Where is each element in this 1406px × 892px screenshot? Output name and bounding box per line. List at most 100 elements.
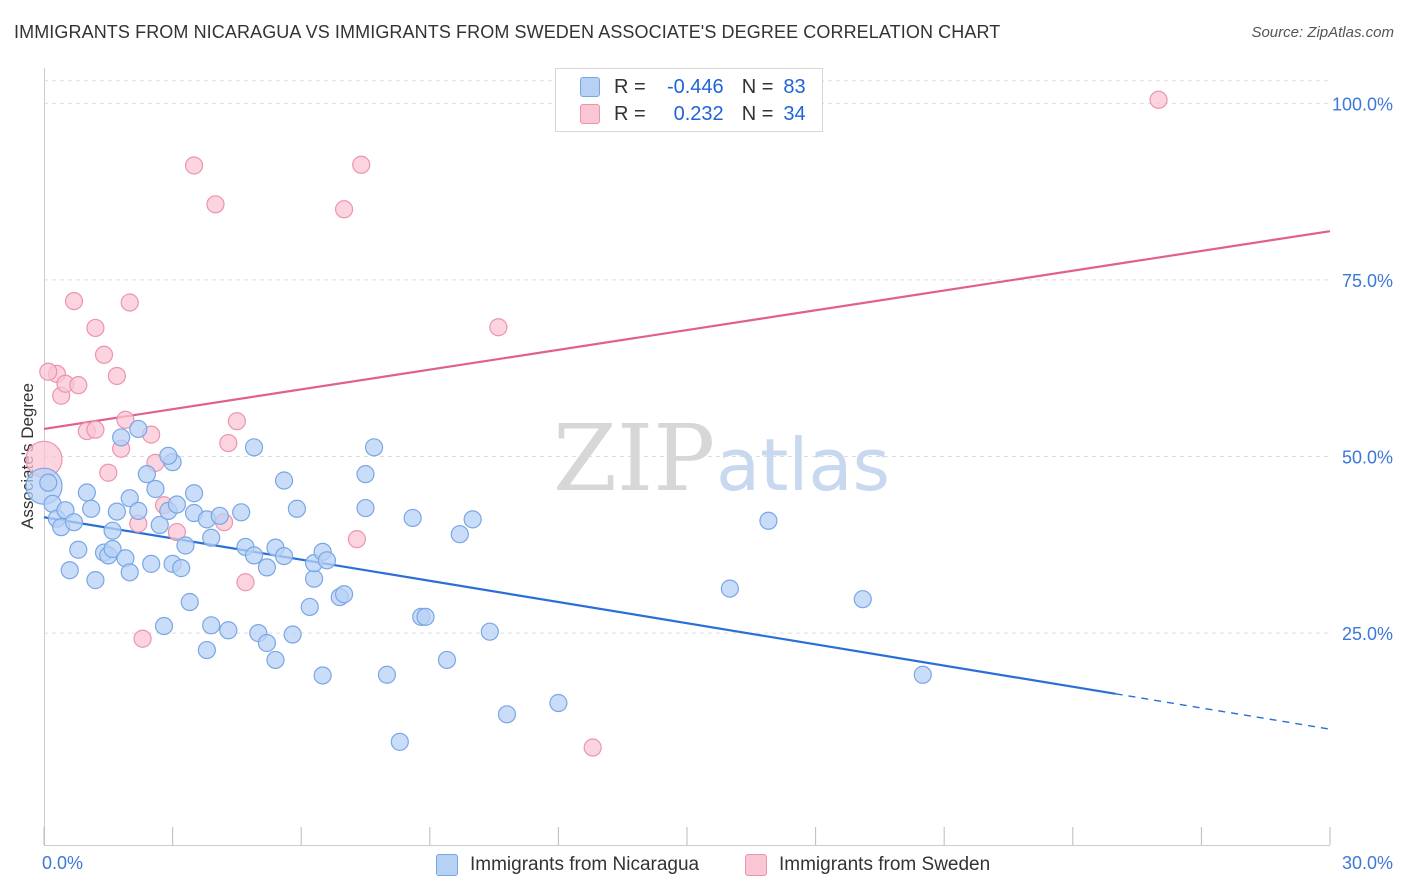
sweden-point	[236, 573, 255, 592]
legend-r-value: 0.232	[673, 102, 724, 125]
sweden-point	[583, 738, 602, 757]
sweden-point	[86, 318, 105, 338]
sweden-trend-line	[43, 230, 1331, 431]
nicaragua-point	[356, 498, 375, 518]
nicaragua-point	[232, 503, 251, 522]
nicaragua-point	[759, 511, 778, 530]
series-legend-nicaragua: Immigrants from Nicaragua	[436, 852, 699, 878]
y-tick-labels: 25.0% 50.0% 75.0% 100.0%	[1332, 94, 1393, 644]
nicaragua-point	[142, 554, 161, 573]
nicaragua-point	[480, 622, 499, 641]
nicaragua-point	[129, 501, 148, 520]
legend-n-label: N =	[741, 75, 774, 98]
nicaragua-point	[120, 489, 139, 508]
nicaragua-point	[377, 665, 397, 684]
nicaragua-point	[403, 508, 422, 528]
nicaragua-point	[853, 590, 872, 609]
series-legend-sweden: Immigrants from Sweden	[745, 852, 990, 878]
nicaragua-point	[202, 528, 221, 547]
nicaragua-point	[364, 438, 384, 457]
sweden-point	[184, 156, 204, 175]
nicaragua-point	[172, 559, 191, 578]
nicaragua-point	[257, 558, 277, 577]
nicaragua-point	[120, 563, 139, 582]
sweden-point	[94, 345, 114, 364]
legend-swatch-pink	[580, 104, 600, 124]
nicaragua-point	[313, 666, 332, 685]
y-tick-label: 100.0%	[1332, 94, 1393, 114]
grid-layer	[44, 80, 1330, 634]
legend-r-value: -0.446	[666, 75, 724, 98]
nicaragua-point	[77, 483, 96, 502]
nicaragua-point	[720, 579, 739, 598]
y-tick-label: 50.0%	[1342, 448, 1393, 468]
nicaragua-point	[167, 495, 186, 514]
nicaragua-trend-line	[43, 516, 1116, 695]
nicaragua-point	[287, 499, 307, 518]
legend-n-value: 83	[783, 75, 806, 98]
nicaragua-point	[82, 499, 101, 518]
watermark-atlas: atlas	[716, 423, 890, 507]
nicaragua-point	[416, 607, 435, 626]
y-tick-label: 25.0%	[1342, 624, 1393, 644]
sweden-point	[116, 410, 135, 429]
nicaragua-point	[913, 665, 932, 684]
nicaragua-point	[274, 471, 294, 490]
x-tick-label-min: 0.0%	[42, 853, 83, 873]
sweden-point	[64, 292, 84, 311]
sweden-point	[86, 420, 105, 439]
legend-swatch-blue	[580, 77, 600, 97]
chart-title: IMMIGRANTS FROM NICARAGUA VS IMMIGRANTS …	[14, 22, 1001, 42]
nicaragua-trend-extension	[1115, 693, 1331, 730]
nicaragua-point	[300, 597, 319, 617]
nicaragua-point	[60, 561, 79, 580]
nicaragua-point	[450, 525, 469, 544]
nicaragua-point	[219, 621, 238, 640]
sweden-point	[120, 293, 139, 312]
y-tick-label: 75.0%	[1342, 271, 1393, 291]
nicaragua-point	[69, 540, 88, 559]
nicaragua-point	[150, 515, 169, 535]
nicaragua-point	[274, 546, 294, 566]
trend-lines	[43, 230, 1331, 730]
nicaragua-point	[266, 650, 285, 670]
nicaragua-point	[304, 569, 324, 588]
sweden-point	[206, 195, 225, 214]
nicaragua-point	[184, 484, 204, 503]
sweden-point	[334, 200, 354, 219]
nicaragua-point	[137, 465, 156, 484]
legend-swatch-pink	[745, 854, 767, 876]
legend-n-label: N =	[741, 102, 774, 125]
sweden-point	[107, 366, 126, 386]
nicaragua-point	[146, 479, 165, 499]
x-tick-label-max: 30.0%	[1342, 853, 1393, 873]
series-legend-label: Immigrants from Sweden	[779, 854, 991, 875]
sweden-point	[167, 522, 186, 542]
legend-swatch-blue	[436, 854, 458, 876]
nicaragua-point	[437, 650, 457, 670]
legend-n-value: 34	[783, 102, 806, 125]
series-legend-label: Immigrants from Nicaragua	[470, 854, 700, 875]
nicaragua-point	[154, 616, 174, 636]
nicaragua-point	[39, 473, 58, 492]
sweden-point	[489, 318, 508, 337]
nicaragua-point	[257, 633, 277, 653]
nicaragua-point	[283, 625, 302, 644]
legend-row-sweden: R = 0.232 N = 34	[580, 101, 806, 127]
nicaragua-point	[64, 513, 84, 532]
sweden-point	[347, 530, 367, 549]
sweden-point	[1149, 90, 1168, 109]
nicaragua-point	[202, 616, 221, 635]
watermark: ZIP atlas	[553, 405, 890, 512]
nicaragua-point	[244, 438, 264, 457]
nicaragua-point	[103, 539, 122, 559]
nicaragua-point	[103, 521, 122, 540]
nicaragua-point	[197, 640, 216, 660]
nicaragua-point	[463, 510, 482, 529]
chart-source: Source: ZipAtlas.com	[1251, 24, 1394, 41]
data-points	[25, 90, 1168, 757]
nicaragua-point	[356, 465, 375, 484]
nicaragua-point	[497, 705, 517, 724]
legend-r-label: R =	[614, 102, 646, 125]
